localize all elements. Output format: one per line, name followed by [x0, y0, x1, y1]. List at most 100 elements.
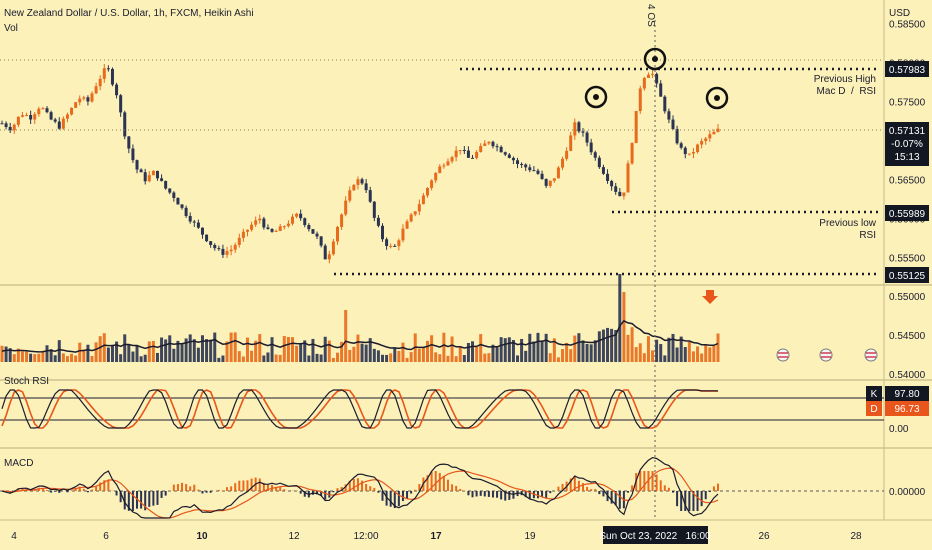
candle-body[interactable]	[176, 197, 180, 205]
candle-body[interactable]	[651, 73, 655, 75]
candle-body[interactable]	[217, 248, 221, 250]
candle-body[interactable]	[131, 148, 135, 161]
candle-body[interactable]	[151, 170, 155, 176]
candle-body[interactable]	[536, 170, 540, 174]
candle-body[interactable]	[360, 179, 364, 184]
candle-body[interactable]	[4, 123, 8, 128]
candle-body[interactable]	[577, 122, 581, 132]
candle-body[interactable]	[638, 88, 642, 111]
candle-body[interactable]	[606, 173, 610, 181]
candle-body[interactable]	[671, 119, 675, 129]
candle-body[interactable]	[646, 74, 650, 78]
candle-body[interactable]	[184, 207, 188, 216]
candle-body[interactable]	[282, 226, 286, 228]
candle-body[interactable]	[8, 127, 12, 131]
candle-body[interactable]	[25, 115, 29, 117]
candle-body[interactable]	[655, 73, 659, 84]
candle-body[interactable]	[450, 157, 454, 162]
candle-body[interactable]	[352, 184, 356, 191]
stoch-rsi-panel[interactable]: Stoch RSI K 97.80 D 96.73 0.00	[0, 376, 929, 435]
candle-body[interactable]	[552, 178, 556, 181]
candle-body[interactable]	[172, 192, 176, 198]
candle-body[interactable]	[286, 223, 290, 227]
candle-body[interactable]	[110, 68, 114, 85]
candle-body[interactable]	[544, 178, 548, 186]
candle-body[interactable]	[446, 161, 450, 166]
candle-body[interactable]	[147, 175, 151, 182]
macd-panel[interactable]: MACD 0.00000	[0, 456, 926, 519]
candle-body[interactable]	[303, 218, 307, 226]
candle-body[interactable]	[356, 179, 360, 185]
candle-body[interactable]	[221, 248, 225, 255]
candle-body[interactable]	[716, 128, 720, 132]
candle-body[interactable]	[516, 160, 520, 165]
candle-body[interactable]	[143, 172, 147, 182]
candle-body[interactable]	[61, 118, 65, 129]
candle-body[interactable]	[123, 112, 127, 137]
candle-body[interactable]	[290, 216, 294, 224]
candle-body[interactable]	[667, 111, 671, 120]
candle-body[interactable]	[364, 183, 368, 191]
candle-body[interactable]	[258, 218, 262, 221]
candle-body[interactable]	[712, 131, 716, 135]
candle-body[interactable]	[41, 108, 45, 110]
candle-body[interactable]	[0, 123, 4, 125]
candle-body[interactable]	[708, 134, 712, 139]
candle-body[interactable]	[196, 222, 200, 228]
candle-body[interactable]	[393, 245, 397, 247]
candle-body[interactable]	[471, 157, 475, 159]
candle-body[interactable]	[491, 141, 495, 147]
candle-body[interactable]	[45, 108, 49, 113]
candle-body[interactable]	[57, 121, 61, 129]
candle-body[interactable]	[405, 221, 409, 229]
candle-body[interactable]	[323, 245, 327, 260]
candle-body[interactable]	[90, 93, 94, 102]
candle-body[interactable]	[274, 230, 278, 232]
candle-body[interactable]	[430, 180, 434, 188]
candle-body[interactable]	[270, 228, 274, 232]
candle-body[interactable]	[168, 188, 172, 193]
candle-body[interactable]	[401, 228, 405, 241]
candle-body[interactable]	[458, 150, 462, 152]
candle-body[interactable]	[503, 152, 507, 155]
candle-body[interactable]	[237, 237, 241, 245]
candle-body[interactable]	[331, 241, 335, 255]
candle-body[interactable]	[381, 225, 385, 240]
arrow-down-icon[interactable]	[702, 290, 718, 304]
candle-body[interactable]	[487, 141, 491, 144]
candle-body[interactable]	[528, 167, 532, 171]
candle-body[interactable]	[205, 234, 209, 242]
candle-body[interactable]	[585, 132, 589, 143]
candle-body[interactable]	[687, 153, 691, 155]
candle-body[interactable]	[102, 68, 106, 79]
candle-body[interactable]	[426, 187, 430, 196]
candle-body[interactable]	[438, 166, 442, 173]
candle-body[interactable]	[663, 96, 667, 112]
candle-body[interactable]	[614, 186, 618, 192]
candle-body[interactable]	[16, 116, 20, 125]
candle-body[interactable]	[209, 241, 213, 245]
candle-body[interactable]	[532, 170, 536, 172]
candle-body[interactable]	[454, 150, 458, 158]
candle-body[interactable]	[466, 150, 470, 158]
candle-body[interactable]	[311, 229, 315, 234]
last-price-tag[interactable]: 0.57131 -0.07% 15:13	[885, 122, 929, 166]
candle-body[interactable]	[630, 143, 634, 164]
candle-body[interactable]	[254, 220, 258, 225]
candle-body[interactable]	[642, 77, 646, 89]
us-flag-icon[interactable]	[819, 348, 833, 362]
candle-body[interactable]	[319, 236, 323, 246]
price-panel[interactable]: New Zealand Dollar / U.S. Dollar, 1h, FX…	[0, 0, 932, 521]
candle-body[interactable]	[581, 131, 585, 133]
candle-body[interactable]	[188, 215, 192, 222]
circle-dot-marker[interactable]	[584, 85, 608, 109]
candle-body[interactable]	[507, 154, 511, 158]
candle-body[interactable]	[548, 180, 552, 186]
candle-body[interactable]	[704, 138, 708, 141]
candles-group[interactable]	[0, 63, 720, 264]
candle-body[interactable]	[573, 122, 577, 136]
candle-body[interactable]	[495, 146, 499, 148]
us-flag-icon[interactable]	[776, 348, 790, 362]
candle-body[interactable]	[368, 190, 372, 202]
